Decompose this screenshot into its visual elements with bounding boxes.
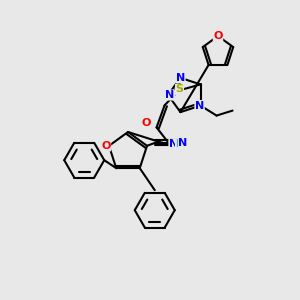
- Text: N: N: [178, 138, 188, 148]
- Text: O: O: [142, 118, 151, 128]
- Text: N: N: [195, 100, 204, 111]
- Text: N: N: [176, 73, 185, 83]
- Text: S: S: [176, 84, 184, 94]
- Text: O: O: [101, 141, 111, 151]
- Text: N: N: [165, 90, 175, 100]
- Text: H: H: [176, 140, 184, 149]
- Text: N: N: [169, 140, 178, 149]
- Text: O: O: [213, 31, 223, 41]
